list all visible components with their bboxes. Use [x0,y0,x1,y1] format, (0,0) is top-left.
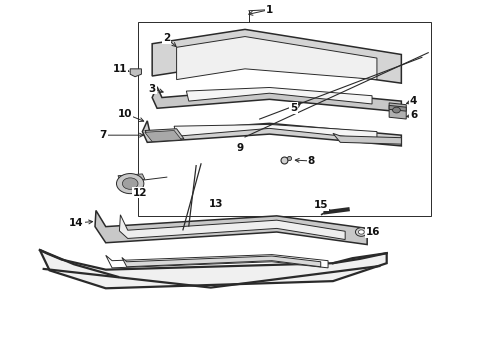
Polygon shape [120,215,345,239]
Polygon shape [40,250,387,288]
Circle shape [122,178,138,189]
Text: 7: 7 [99,130,107,140]
Text: 9: 9 [237,143,244,153]
Text: 16: 16 [366,227,380,237]
Polygon shape [333,134,401,144]
Polygon shape [389,105,406,111]
Text: 8: 8 [307,156,315,166]
Text: 1: 1 [266,5,273,15]
Polygon shape [106,255,328,268]
Polygon shape [95,211,367,244]
Polygon shape [174,125,377,140]
Circle shape [392,107,400,113]
Text: 10: 10 [118,109,132,119]
Polygon shape [145,129,184,140]
Text: 4: 4 [410,96,417,106]
Polygon shape [186,87,372,104]
Polygon shape [143,121,401,146]
Text: 15: 15 [314,200,328,210]
Text: 13: 13 [208,199,223,210]
Circle shape [355,228,367,236]
Text: 5: 5 [290,103,297,113]
Text: 6: 6 [410,111,417,121]
Polygon shape [176,37,377,80]
Polygon shape [152,30,401,83]
Polygon shape [145,131,181,141]
Text: 11: 11 [113,64,128,74]
Polygon shape [152,87,401,112]
Text: 3: 3 [148,84,156,94]
Polygon shape [389,103,406,119]
Text: 2: 2 [163,33,171,43]
Text: 14: 14 [69,218,84,228]
Polygon shape [130,69,142,77]
Text: 12: 12 [133,188,147,198]
Circle shape [358,230,364,234]
Bar [138,22,431,216]
Polygon shape [122,256,321,267]
Circle shape [117,174,144,194]
Polygon shape [118,174,145,181]
